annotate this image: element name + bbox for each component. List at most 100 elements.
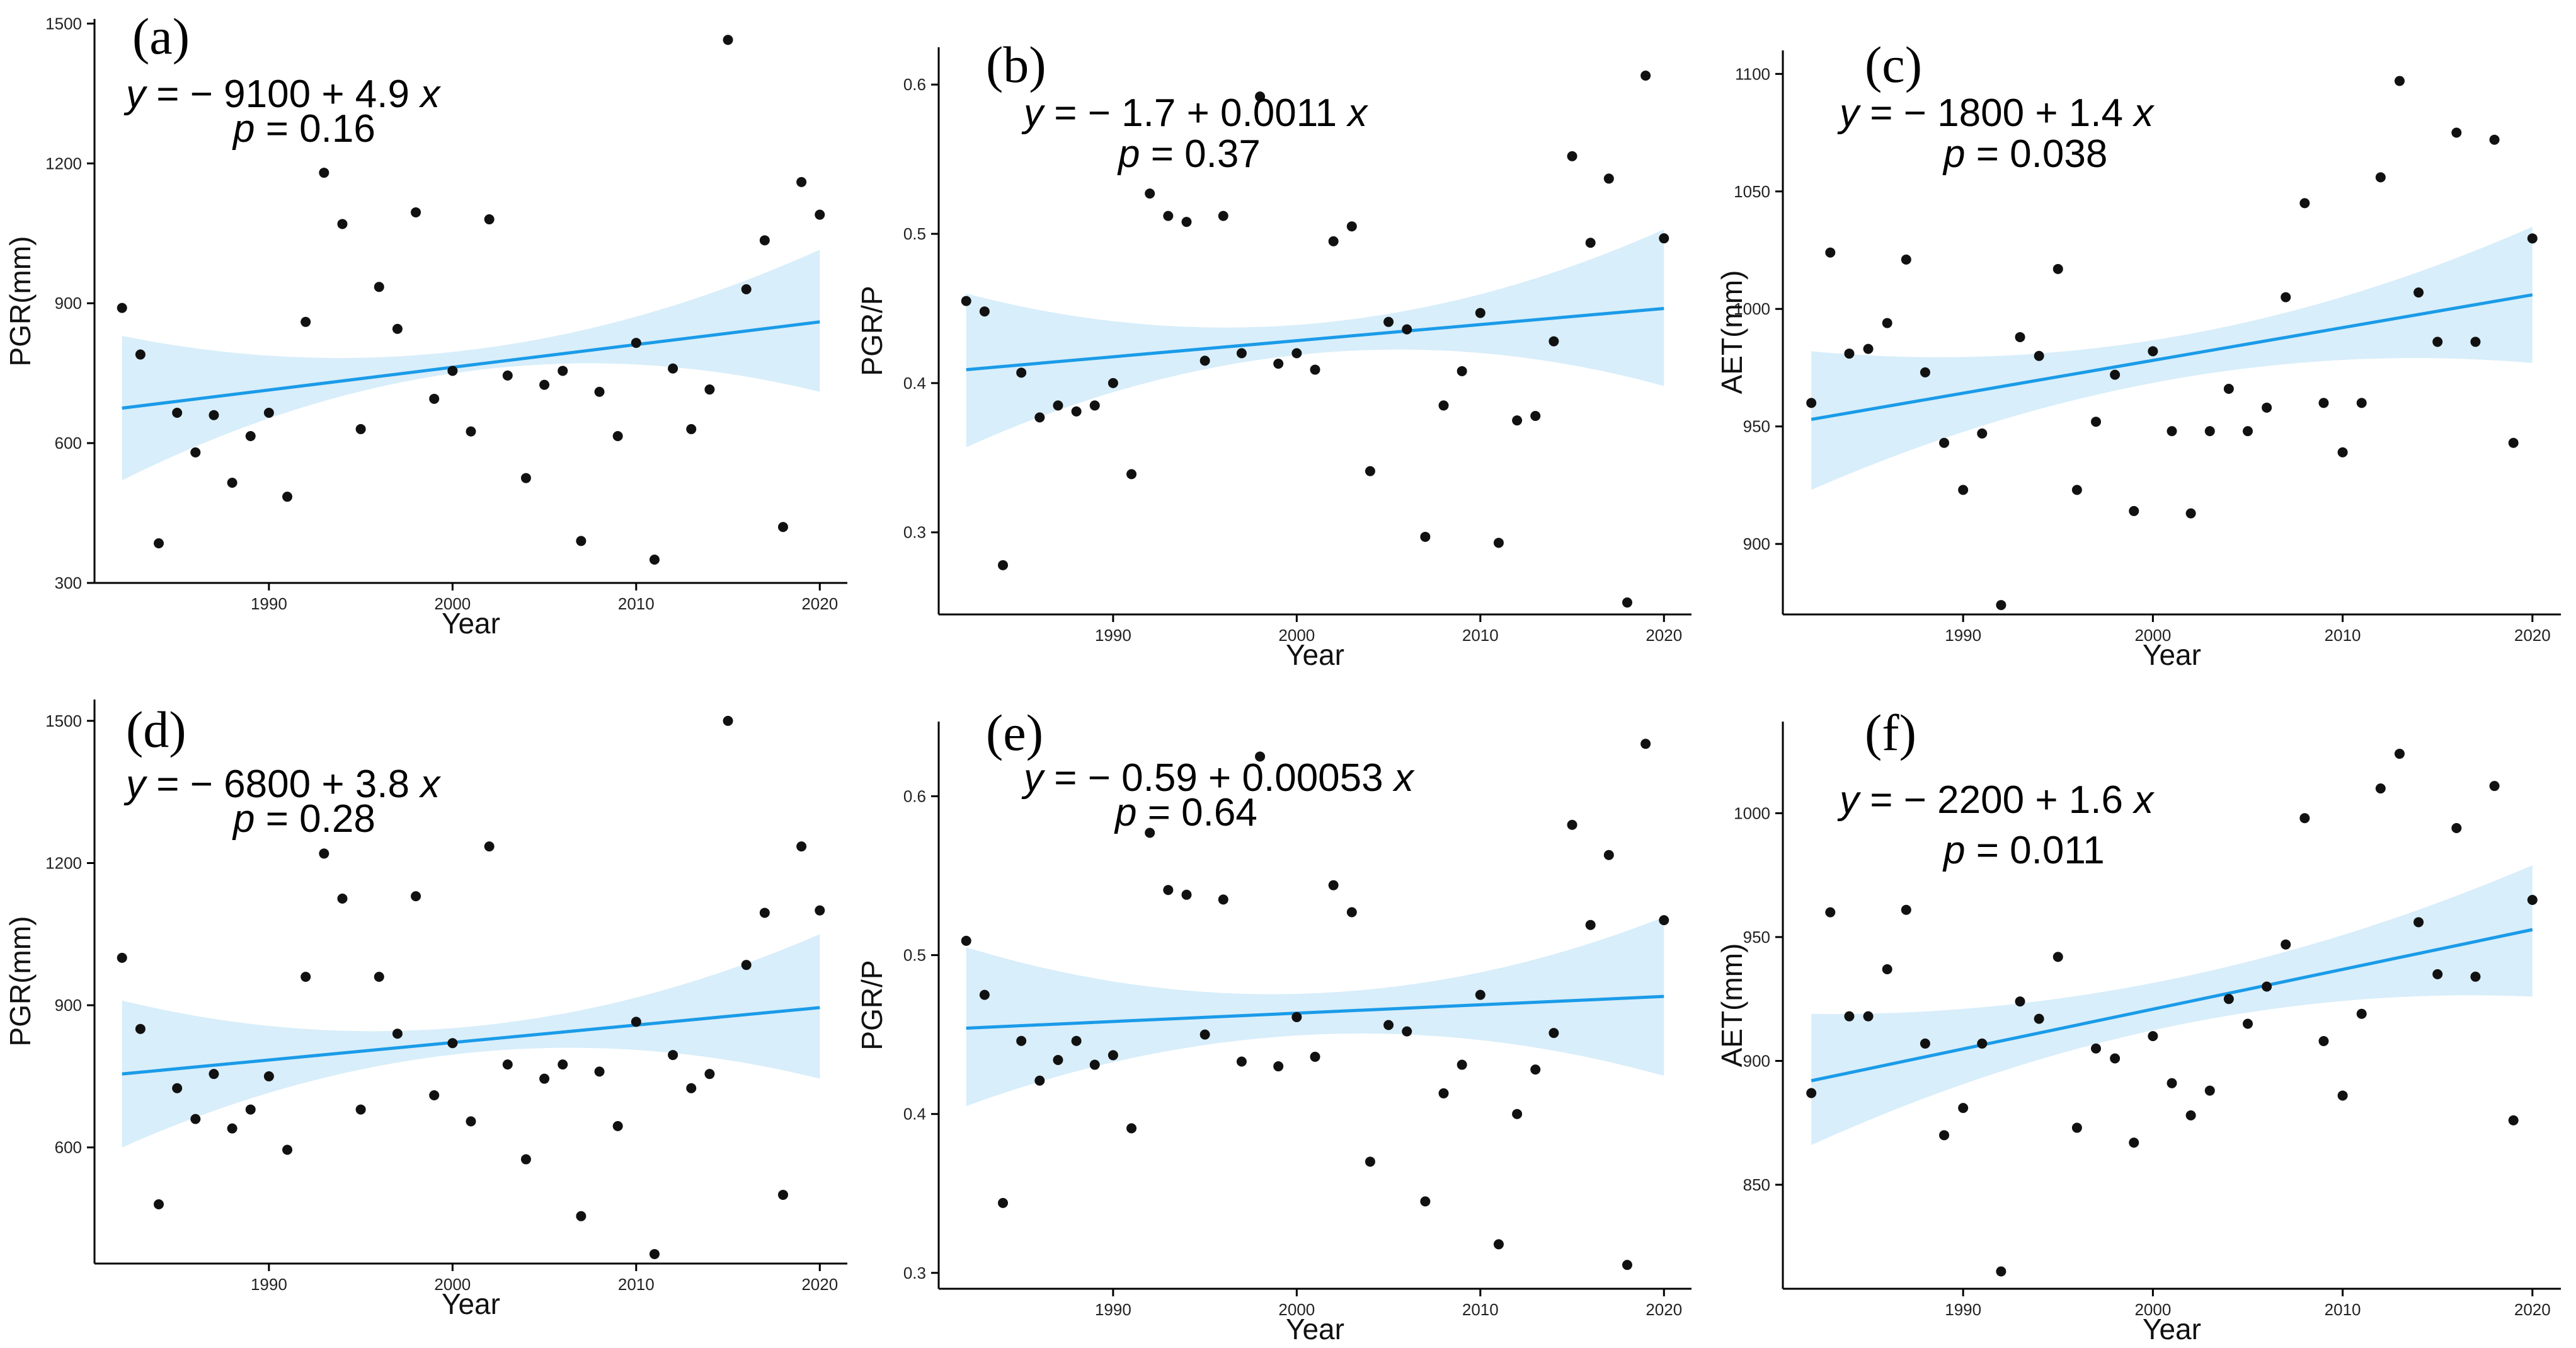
regression-equation: y = − 0.59 + 0.00053 x	[1021, 756, 1415, 800]
data-point	[704, 384, 715, 395]
data-point	[154, 1199, 164, 1209]
data-point	[411, 891, 421, 902]
data-point	[337, 219, 348, 229]
data-point	[1218, 894, 1228, 905]
data-point	[1089, 1059, 1100, 1070]
data-point	[2356, 398, 2367, 408]
data-point	[1996, 600, 2006, 611]
trend-line	[966, 306, 1664, 372]
x-tick-label: 2000	[1278, 1300, 1315, 1319]
x-axis-title: Year	[442, 1288, 500, 1320]
x-tick-label: 2000	[434, 1275, 471, 1294]
data-point	[2167, 1078, 2177, 1088]
data-point	[2148, 1031, 2158, 1042]
p-value: p = 0.011	[1942, 829, 2105, 872]
data-point	[1034, 1075, 1045, 1086]
data-point	[558, 366, 568, 376]
data-point	[1530, 411, 1541, 421]
data-point	[815, 905, 825, 916]
data-point	[1844, 349, 1855, 359]
data-point	[777, 1189, 788, 1200]
data-point	[1863, 343, 1874, 354]
regression-equation: y = − 2200 + 1.6 x	[1837, 778, 2155, 822]
x-tick-label: 2010	[618, 594, 655, 613]
y-tick-label: 900	[55, 294, 82, 313]
x-tick-label: 1990	[251, 1275, 287, 1294]
data-point	[558, 1059, 568, 1070]
data-point	[1825, 907, 1836, 918]
data-point	[1475, 308, 1485, 318]
data-point	[741, 284, 752, 295]
data-point	[539, 379, 550, 390]
data-point	[796, 841, 807, 852]
data-point	[2262, 981, 2272, 992]
data-point	[979, 306, 990, 317]
data-point	[2242, 426, 2253, 437]
data-point	[1622, 1260, 1632, 1270]
data-point	[668, 1050, 678, 1061]
data-point	[1567, 819, 1577, 830]
data-point	[1255, 751, 1266, 762]
data-point	[1199, 355, 1210, 366]
y-tick-label: 0.6	[903, 786, 926, 805]
data-point	[520, 1154, 531, 1165]
data-point	[979, 989, 990, 1000]
data-point	[466, 426, 476, 437]
data-point	[2299, 198, 2310, 209]
data-point	[484, 214, 495, 225]
panel-a: 1990 2000 2010 2020 300 600 900 1200 1500 Year PGR…	[4, 8, 847, 640]
data-point	[1603, 173, 1614, 184]
data-point	[1882, 318, 1892, 328]
data-point	[1126, 469, 1137, 480]
y-tick-label: 600	[55, 434, 82, 452]
data-point	[135, 1023, 146, 1034]
data-point	[668, 363, 678, 374]
data-point	[135, 349, 146, 360]
data-point	[1310, 1051, 1320, 1062]
data-point	[1882, 964, 1892, 975]
data-point	[337, 893, 348, 904]
data-point	[2432, 337, 2443, 347]
data-point	[649, 1248, 660, 1259]
data-point	[1365, 466, 1375, 476]
data-point	[1640, 71, 1651, 81]
data-point	[1291, 1011, 1302, 1022]
data-point	[759, 235, 770, 246]
panel-label: (a)	[132, 8, 190, 65]
data-point	[1622, 597, 1632, 608]
data-point	[1053, 1054, 1063, 1065]
data-point	[649, 555, 660, 565]
y-tick-label: 0.4	[903, 1105, 926, 1124]
x-axis-title: Year	[2143, 1313, 2201, 1345]
data-point	[117, 302, 127, 313]
x-axis-title: Year	[1286, 1313, 1344, 1345]
data-point	[1939, 437, 1950, 448]
data-point	[2508, 437, 2519, 448]
data-point	[1402, 1026, 1412, 1037]
data-point	[154, 538, 164, 549]
data-point	[1126, 1123, 1137, 1134]
data-point	[2091, 417, 2102, 427]
data-point	[1457, 1059, 1467, 1070]
data-point	[245, 431, 256, 442]
y-tick-label: 1500	[45, 14, 82, 33]
trend-line	[1811, 293, 2533, 421]
data-point	[1420, 1196, 1431, 1207]
x-tick-label: 1990	[1945, 1300, 1981, 1319]
y-tick-label: 850	[1743, 1175, 1770, 1194]
data-point	[1310, 364, 1320, 375]
data-point	[612, 1120, 623, 1131]
data-point	[1438, 1088, 1449, 1098]
data-point	[2489, 781, 2500, 792]
panel-d: 1990 2000 2010 2020 600 900 1200 1500 Year PGR(mm…	[4, 700, 847, 1320]
data-point	[227, 1123, 238, 1134]
data-point	[1273, 359, 1284, 369]
data-point	[2204, 426, 2215, 437]
x-tick-label: 2020	[801, 1275, 838, 1294]
panel-b: 1990 2000 2010 2020 0.3 0.4 0.5 0.6 Year PGR/P (b)…	[856, 36, 1692, 671]
data-point	[1346, 221, 1357, 232]
data-point	[1512, 1109, 1523, 1119]
y-tick-label: 1000	[1734, 299, 1770, 318]
y-tick-label: 600	[55, 1138, 82, 1157]
y-tick-label: 1200	[45, 853, 82, 872]
